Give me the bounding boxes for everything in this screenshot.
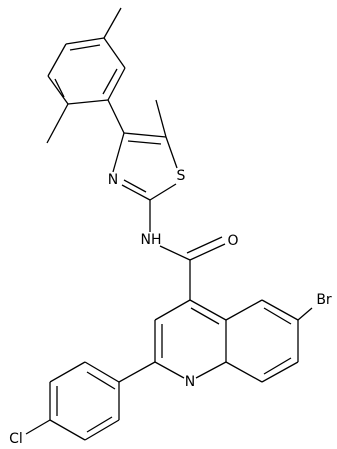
atom-label: Cl — [9, 431, 23, 447]
atom-label: S — [177, 168, 186, 184]
bonds — [25, 7, 313, 441]
atom-labels: S N NH O Br N Cl — [9, 168, 332, 447]
atom-label: N — [185, 374, 195, 390]
atom-label: N — [108, 172, 118, 188]
atom-label: NH — [141, 232, 162, 248]
atom-label: Br — [316, 292, 332, 308]
atom-label: O — [227, 233, 238, 249]
